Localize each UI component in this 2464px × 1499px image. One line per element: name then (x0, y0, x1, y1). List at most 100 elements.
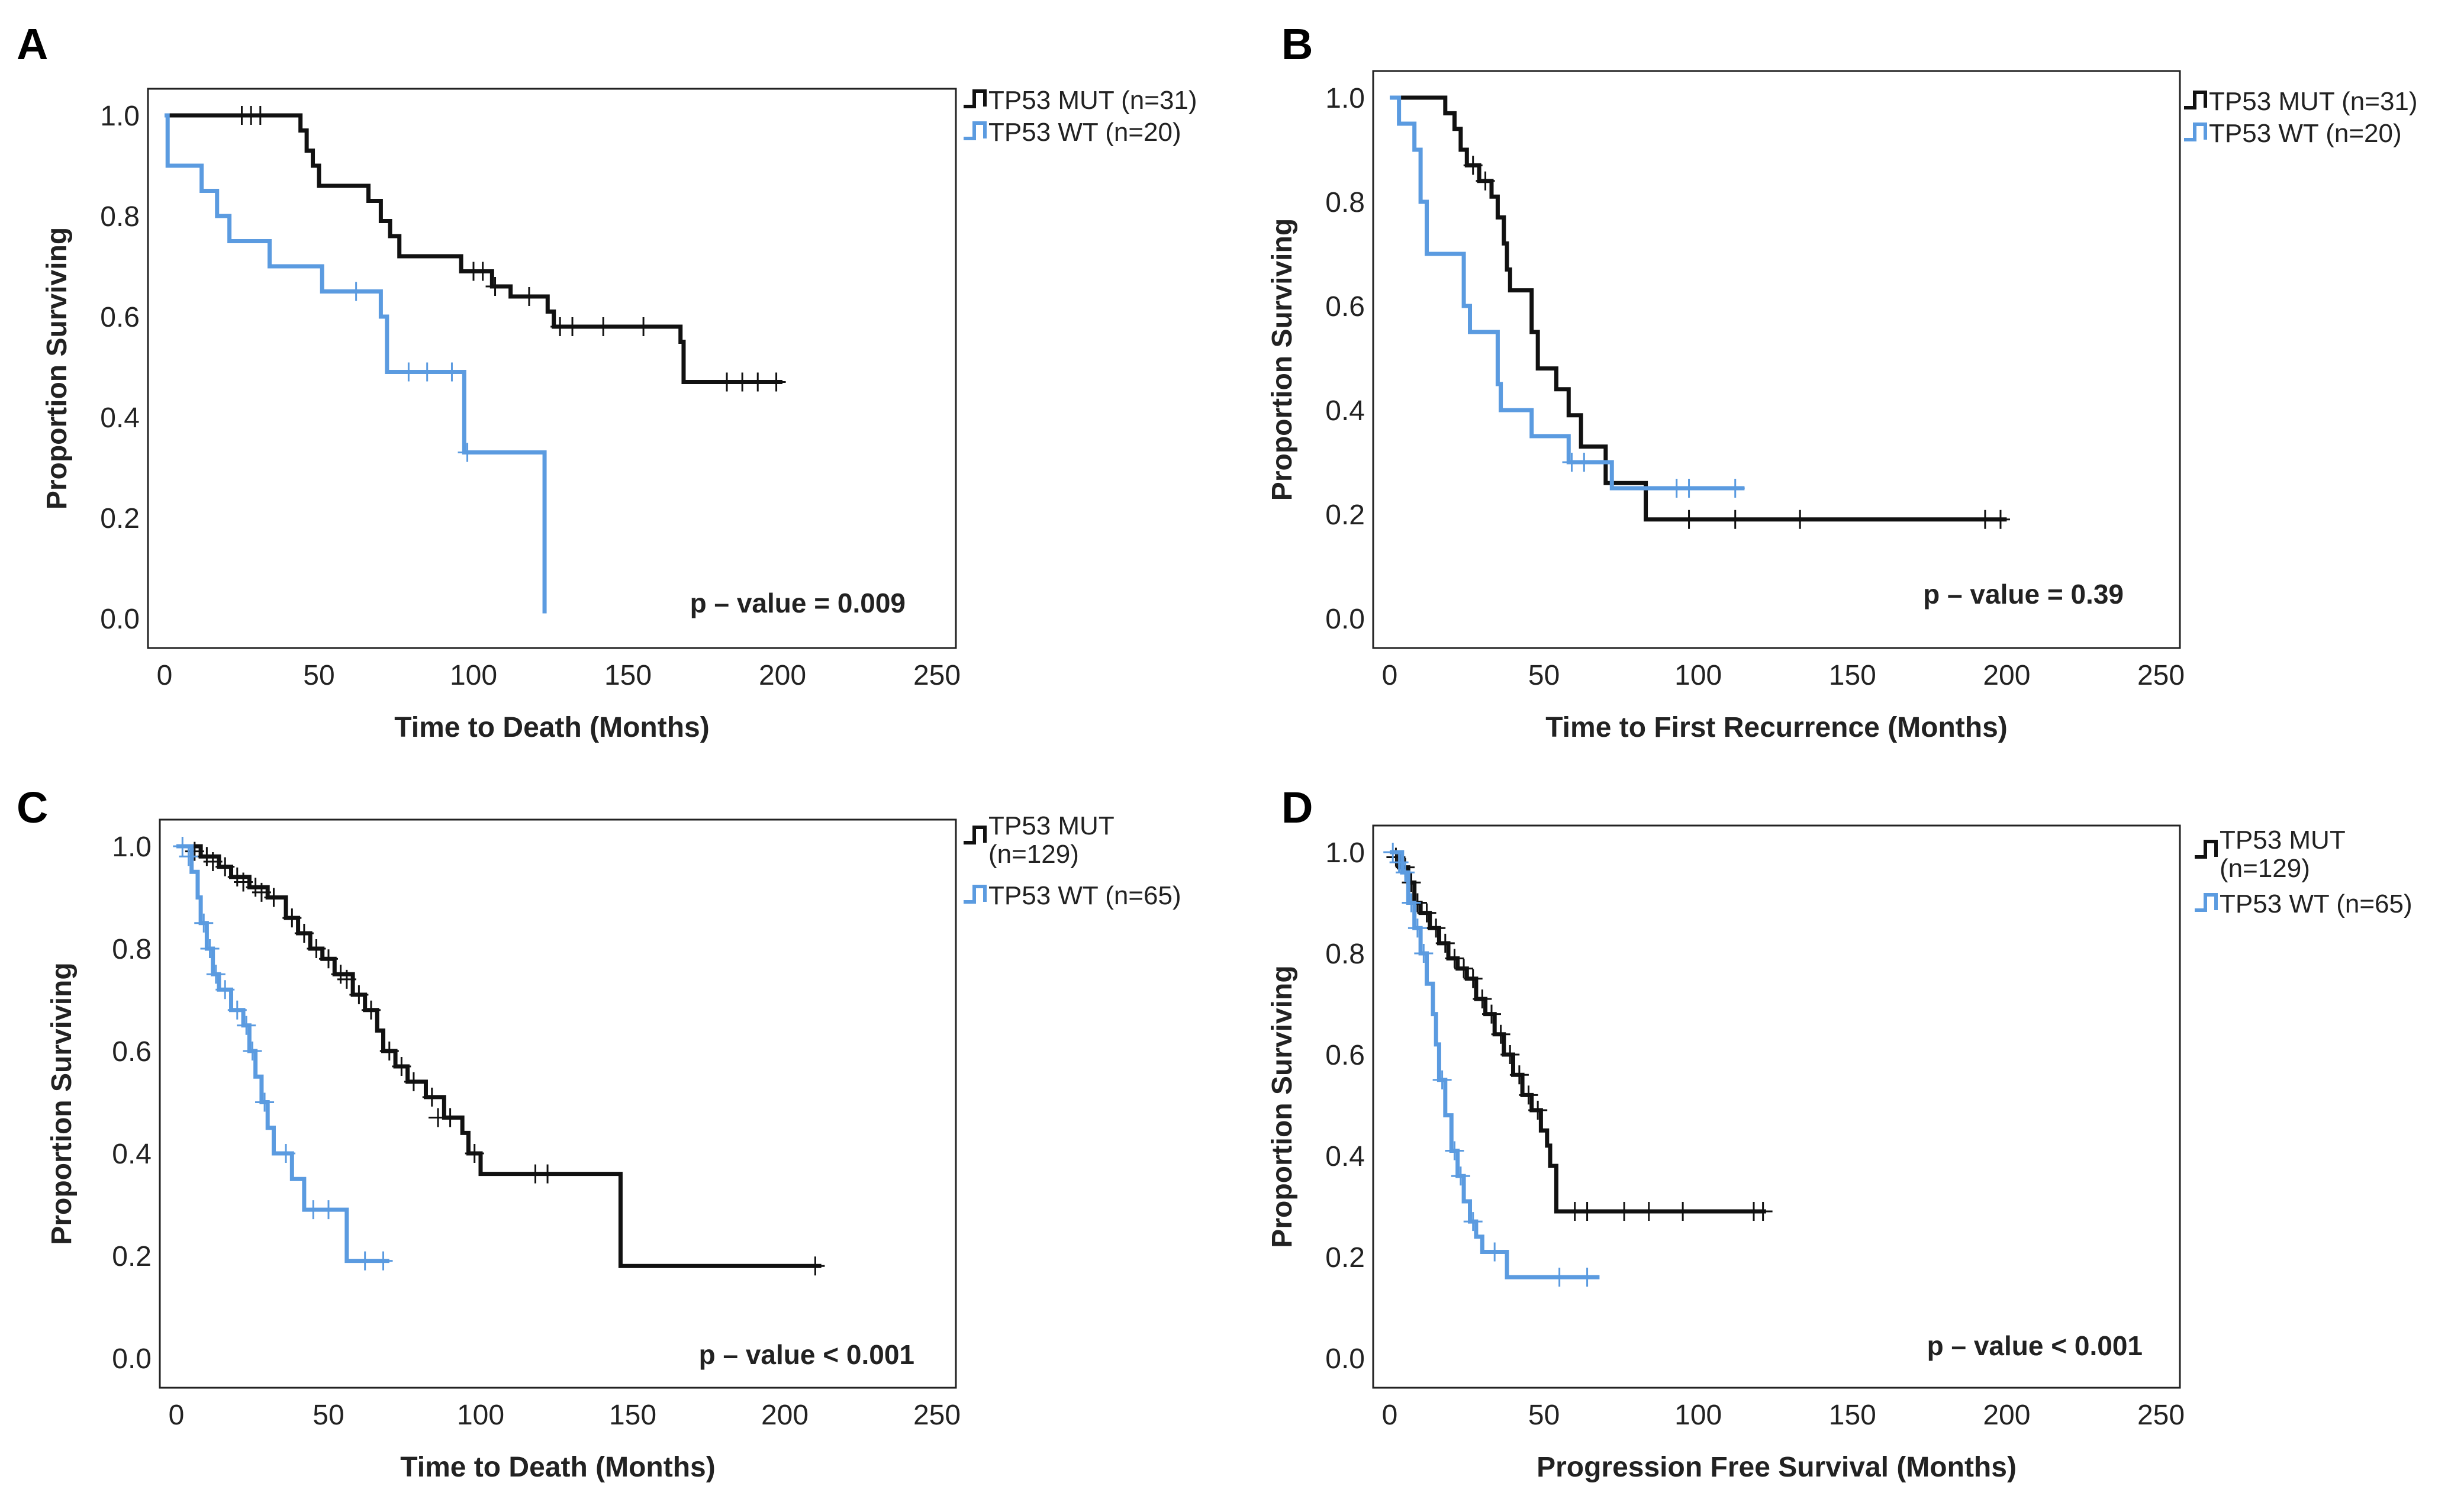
series-tp53-mut: TP53 MUT (n=31) (165, 86, 1197, 392)
censor-mark (485, 277, 505, 296)
censor-mark (1639, 1202, 1658, 1221)
y-tick-label: 0.4 (112, 1139, 152, 1170)
censor-mark (465, 1144, 484, 1163)
censor-mark (282, 908, 302, 928)
legend-swatch (964, 121, 987, 140)
censor-mark (422, 1087, 442, 1107)
x-tick-label: 100 (1674, 660, 1722, 691)
y-tick-label: 1.0 (112, 831, 152, 863)
legend-entry-label: TP53 MUT (n=31) (2209, 87, 2418, 116)
x-tick-label: 100 (457, 1400, 504, 1431)
censor-mark (392, 1056, 411, 1076)
x-tick-label: 50 (1528, 660, 1560, 691)
x-tick-label: 150 (1829, 660, 1876, 691)
y-tick-label: 0.2 (100, 503, 140, 534)
censor-mark (440, 1108, 460, 1127)
y-tick-label: 0.8 (1325, 939, 1365, 970)
y-tick-label: 0.2 (1325, 499, 1365, 531)
plot-frame (147, 88, 957, 649)
censor-mark (563, 317, 582, 336)
y-tick-label: 0.8 (112, 934, 152, 965)
censor-mark (1753, 1202, 1773, 1221)
y-tick-label: 0.0 (1325, 1343, 1365, 1375)
x-tick-label: 250 (913, 1400, 961, 1431)
censor-mark (349, 985, 369, 1004)
censor-mark (337, 969, 356, 989)
survival-curve (1390, 95, 1745, 491)
censor-mark (594, 317, 613, 336)
survival-curve (176, 844, 389, 1263)
y-tick-label: 0.6 (1325, 1040, 1365, 1071)
panel-label: A (17, 20, 48, 69)
legend-entry-label: TP53 WT (n=65) (988, 881, 1181, 910)
y-tick-label: 0.4 (1325, 395, 1365, 427)
x-axis-label: Progression Free Survival (Months) (1537, 1452, 2017, 1483)
x-tick-label: 200 (1983, 660, 2030, 691)
y-axis-label: Proportion Surviving (1267, 218, 1298, 501)
legend-entry-label: TP53 WT (n=20) (988, 118, 1181, 147)
censor-mark (255, 1092, 275, 1112)
censor-mark (417, 362, 437, 382)
censor-mark (538, 1164, 558, 1184)
p-value-annotation: p – value < 0.001 (1927, 1330, 2143, 1361)
x-tick-label: 250 (2137, 660, 2185, 691)
censor-mark (634, 317, 653, 336)
legend-line: (n=129) (2220, 854, 2310, 883)
legend-swatch (2184, 91, 2207, 109)
censor-mark (243, 1042, 262, 1060)
plot-frame (159, 818, 957, 1389)
censor-mark (1383, 843, 1403, 862)
y-tick-label: 1.0 (1325, 837, 1365, 869)
y-tick-label: 0.6 (1325, 291, 1365, 323)
y-tick-label: 0.4 (100, 402, 140, 434)
censor-mark (1402, 873, 1421, 892)
censor-mark (1500, 1045, 1520, 1064)
censor-mark (194, 913, 214, 933)
censor-mark (1790, 510, 1810, 529)
panel-a: A 0.0 0.2 0.4 0.6 0.8 1.0 0 50 100 150 200 250 Time t… (17, 20, 1197, 743)
legend-line: TP53 MUT (2220, 826, 2346, 855)
censor-mark (252, 882, 271, 902)
legend-line: TP53 MUT (988, 811, 1115, 840)
y-tick-label: 0.8 (1325, 187, 1365, 218)
y-tick-label: 0.6 (112, 1036, 152, 1068)
p-value-annotation: p – value = 0.009 (690, 588, 906, 618)
censor-mark (1577, 1202, 1597, 1221)
censor-mark (1673, 1202, 1693, 1221)
x-tick-label: 250 (2137, 1400, 2185, 1431)
censor-mark (1402, 893, 1421, 913)
censor-mark (766, 372, 786, 392)
x-tick-label: 150 (609, 1400, 656, 1431)
series-tp53-wt: TP53 WT (n=20) (1390, 95, 2402, 498)
legend-entry-label: TP53 MUT (n=129) (2220, 826, 2346, 883)
censor-mark (1519, 1085, 1538, 1105)
censor-mark (227, 1000, 247, 1020)
censor-mark (519, 287, 539, 306)
series-tp53-mut: TP53 MUT (n=129) (1386, 826, 2346, 1221)
censor-mark (1445, 1141, 1464, 1160)
censor-mark (1454, 959, 1474, 978)
y-axis-label: Proportion Surviving (46, 962, 78, 1245)
x-tick-label: 150 (1829, 1400, 1876, 1431)
x-tick-label: 0 (1382, 660, 1398, 691)
plot-frame (1372, 70, 2181, 649)
panel-label: C (17, 783, 48, 832)
censor-mark (1417, 903, 1436, 923)
censor-mark (473, 262, 492, 281)
panel-d: D 0.0 0.2 0.4 0.6 0.8 1.0 0 50 100 150 200 250 Progre… (1267, 783, 2413, 1483)
censor-mark (373, 1251, 393, 1271)
censor-mark (379, 1042, 399, 1060)
legend-entry-label: TP53 MUT (n=31) (988, 86, 1197, 115)
y-tick-label: 0.8 (100, 201, 140, 233)
censor-mark (1574, 453, 1594, 472)
survival-curve (165, 113, 547, 614)
x-axis-label: Time to First Recurrence (Months) (1545, 712, 2008, 743)
x-tick-label: 200 (759, 660, 806, 691)
censor-mark (1451, 1166, 1470, 1186)
p-value-annotation: p – value < 0.001 (699, 1339, 914, 1370)
x-tick-label: 0 (1382, 1400, 1398, 1431)
censor-mark (1445, 949, 1464, 968)
censor-mark (215, 857, 235, 876)
censor-mark (1725, 510, 1745, 529)
panel-b: B 0.0 0.2 0.4 0.6 0.8 1.0 0 50 100 150 200 250 Time t… (1267, 20, 2418, 743)
